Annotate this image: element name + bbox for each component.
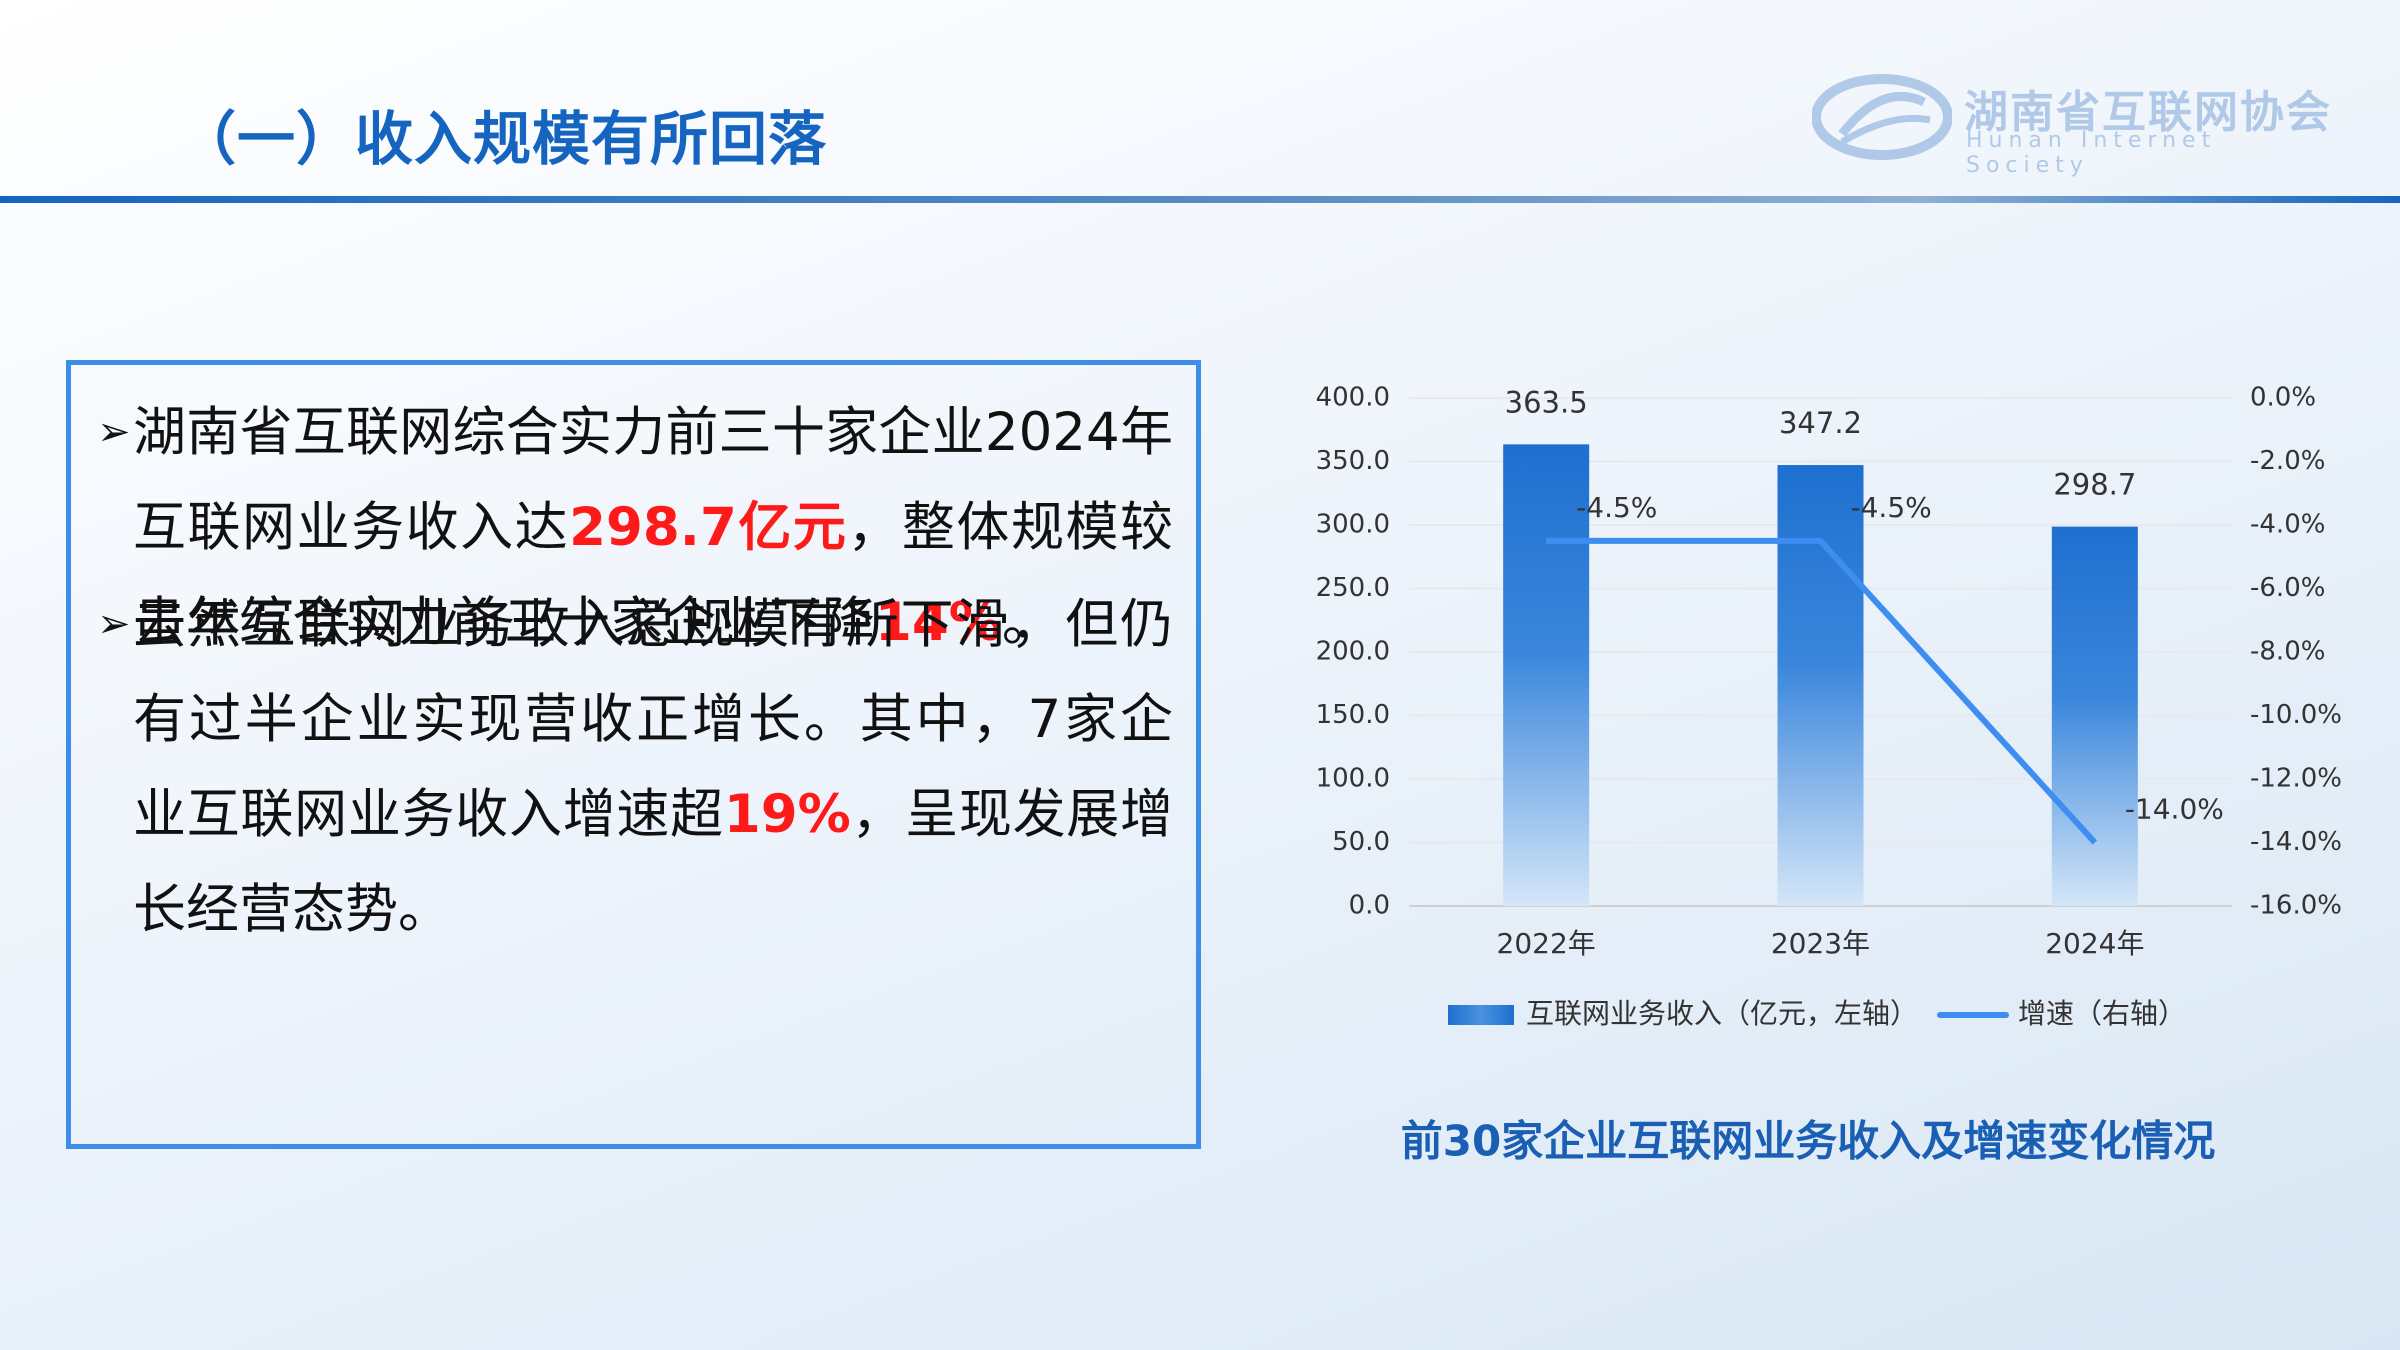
bar-value-label: 298.7 [2053,468,2136,502]
bullet-paragraph: ➢ 湖南省互联网综合实力前三十家企业2024年互联网业务收入达298.7亿元，整体… [97,385,1173,670]
highlight-text: 298.7亿元 [569,497,848,558]
bar [1503,444,1590,906]
x-tick-label: 2024年 [2045,927,2144,960]
y-tick-label: 100.0 [1316,764,1390,794]
bullet-arrow: ➢ [97,601,131,647]
body-text: 湖南省互联网综合实力前三十家企业2024年互联网业务收入达 [133,402,1173,558]
legend-label: 增速（右轴） [2018,997,2186,1030]
y2-tick-label: 0.0% [2250,383,2316,413]
bar [2051,526,2138,906]
line-value-label: -4.5% [1576,491,1657,524]
bullet-paragraph: ➢ 虽然互联网业务收入总规模有所下滑，但仍有过半企业实现营收正增长。其中，7家企业… [97,577,1174,957]
body-text: ，呈现发展增长经营态势。 [133,784,1174,940]
y-tick-label: 300.0 [1316,510,1390,540]
line-value-label: -14.0% [2125,793,2224,826]
y2-tick-label: -12.0% [2250,764,2342,794]
legend-label: 互联网业务收入（亿元，左轴） [1526,997,1918,1030]
highlight-text: 14% [875,592,1002,653]
y-tick-label: 200.0 [1316,637,1390,667]
y2-tick-label: -10.0% [2250,700,2342,730]
bar-value-label: 347.2 [1779,406,1862,440]
logo: 湖南省互联网协会 Hunan Internet Society [1811,72,2342,178]
line [1546,537,2098,845]
y-tick-label: 350.0 [1316,446,1390,476]
y-tick-label: 50.0 [1332,827,1390,857]
bullet-arrow: ➢ [97,409,131,455]
line-value-label: -4.5% [1851,491,1932,524]
x-tick-label: 2023年 [1771,927,1870,960]
y-tick-label: 150.0 [1316,700,1390,730]
body-text: 虽然互联网业务收入总规模有所下滑，但仍有过半企业实现营收正增长。其中，7家企业互… [133,594,1173,845]
y2-tick-label: -8.0% [2250,637,2325,667]
slide-title: （一）收入规模有所回落 [178,105,828,173]
logo-subtext: Hunan Internet Society [1966,128,2217,178]
y2-tick-label: -16.0% [2250,891,2342,921]
bar [1777,465,1864,906]
y-tick-label: 250.0 [1316,573,1390,603]
y2-tick-label: -4.0% [2250,510,2325,540]
text-box: ➢ 湖南省互联网综合实力前三十家企业2024年互联网业务收入达298.7亿元，整体… [66,360,1201,1149]
y-tick-label: 0.0 [1349,891,1390,921]
x-tick-label: 2022年 [1497,927,1596,960]
y2-tick-label: -6.0% [2250,573,2325,603]
legend-swatch [1448,1005,1514,1025]
bar-value-label: 363.5 [1505,385,1588,419]
y-tick-label: 400.0 [1316,383,1390,413]
highlight-text: 19% [723,784,851,845]
header-rule [0,196,2400,203]
logo-text: 湖南省互联网协会 [1964,87,2332,138]
body-text: 。 [1001,592,1055,653]
body-text: ，整体规模较去年综合实力前三十家企业下降 [133,497,1173,653]
y2-tick-label: -2.0% [2250,446,2325,476]
y2-tick-label: -14.0% [2250,827,2342,857]
logo-icon [1811,74,1953,160]
chart-caption: 前30家企业互联网业务收入及增速变化情况 [1401,1117,2215,1166]
